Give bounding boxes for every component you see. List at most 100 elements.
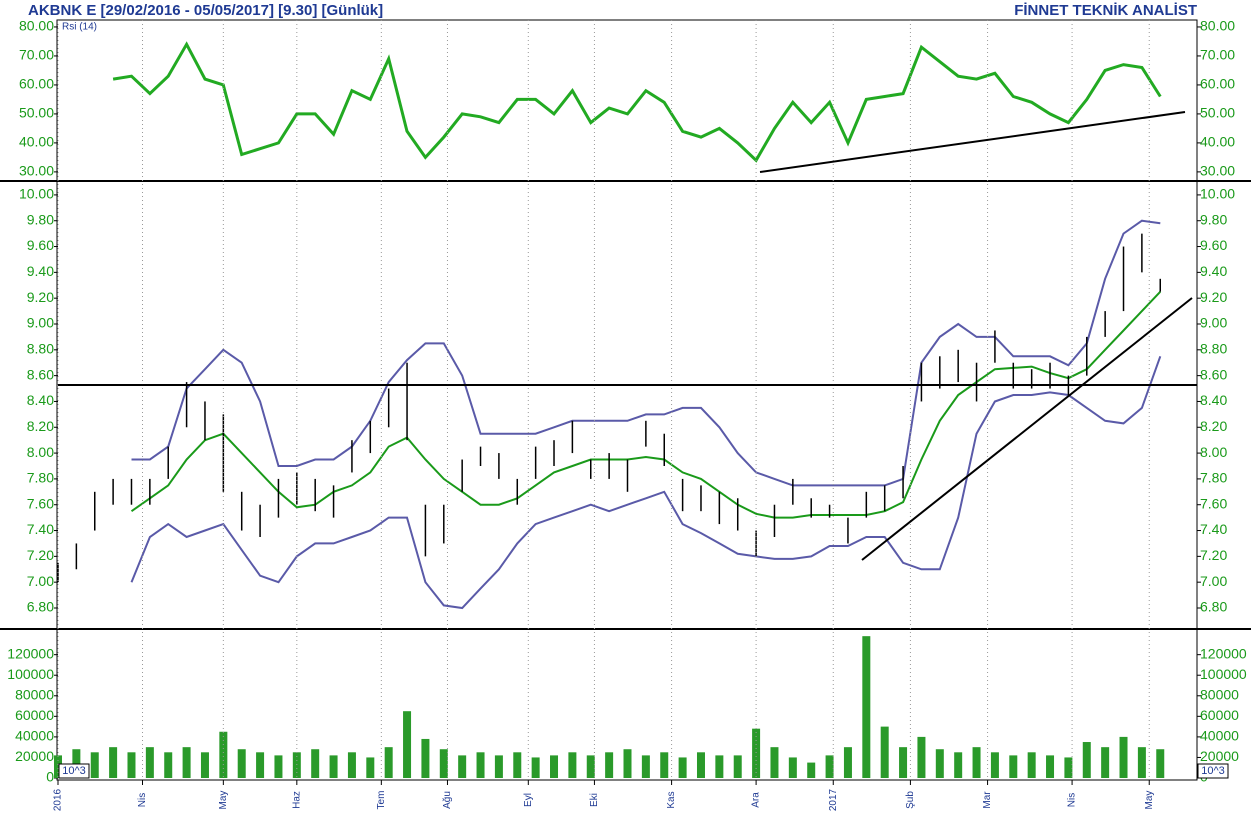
volume-bar bbox=[531, 757, 540, 778]
y-tick-label: 30.00 bbox=[19, 163, 54, 179]
unit-label: 10^3 bbox=[62, 765, 86, 777]
y-tick-label: 8.00 bbox=[1200, 444, 1227, 460]
volume-bar bbox=[1137, 747, 1146, 778]
x-tick-label: Nis bbox=[1067, 793, 1078, 807]
volume-bar bbox=[256, 752, 265, 778]
volume-bar bbox=[1064, 757, 1073, 778]
volume-bar bbox=[899, 747, 908, 778]
volume-bar bbox=[145, 747, 154, 778]
y-tick-label: 9.80 bbox=[27, 211, 54, 227]
x-tick-label: Tem bbox=[376, 791, 387, 810]
y-tick-label: 9.00 bbox=[1200, 315, 1227, 331]
x-tick-label: Eyl bbox=[523, 793, 534, 807]
y-tick-label: 10.00 bbox=[1200, 186, 1235, 202]
y-tick-label: 120000 bbox=[7, 645, 54, 661]
y-tick-label: 50.00 bbox=[19, 105, 54, 121]
volume-bar bbox=[788, 757, 797, 778]
y-tick-label: 8.60 bbox=[27, 366, 54, 382]
volume-bar bbox=[54, 755, 62, 778]
y-tick-label: 8.20 bbox=[1200, 418, 1227, 434]
volume-bar bbox=[366, 757, 375, 778]
bollinger-middle bbox=[130, 291, 1162, 519]
y-tick-label: 20000 bbox=[1200, 748, 1239, 764]
volume-bar bbox=[586, 755, 595, 778]
rsi-label: Rsi (14) bbox=[62, 22, 97, 33]
y-tick-label: 80000 bbox=[1200, 686, 1239, 702]
y-tick-label: 80.00 bbox=[1200, 18, 1235, 34]
volume-bar bbox=[1156, 749, 1165, 778]
volume-bar bbox=[623, 749, 632, 778]
y-tick-label: 6.80 bbox=[27, 599, 54, 615]
y-tick-label: 100000 bbox=[7, 666, 54, 682]
y-tick-label: 7.20 bbox=[27, 547, 54, 563]
volume-bar bbox=[274, 755, 283, 778]
y-tick-label: 100000 bbox=[1200, 666, 1247, 682]
x-tick-label: Haz bbox=[291, 791, 302, 809]
volume-bar bbox=[550, 755, 559, 778]
y-tick-label: 60.00 bbox=[1200, 76, 1235, 92]
y-tick-label: 60000 bbox=[15, 707, 54, 723]
volume-bar bbox=[972, 747, 981, 778]
y-tick-label: 8.20 bbox=[27, 418, 54, 434]
x-tick-label: Kas bbox=[666, 791, 677, 808]
volume-bar bbox=[421, 738, 430, 778]
volume-bar bbox=[825, 755, 834, 778]
volume-bar bbox=[935, 749, 944, 778]
y-tick-label: 60.00 bbox=[19, 76, 54, 92]
y-tick-label: 60000 bbox=[1200, 707, 1239, 723]
x-tick-label: Eki bbox=[589, 793, 600, 807]
volume-bar bbox=[696, 752, 705, 778]
volume-bar bbox=[219, 731, 228, 778]
volume-bar bbox=[311, 749, 320, 778]
y-tick-label: 10.00 bbox=[19, 186, 54, 202]
y-tick-label: 9.80 bbox=[1200, 211, 1227, 227]
volume-bar bbox=[807, 762, 816, 778]
y-tick-label: 120000 bbox=[1200, 645, 1247, 661]
x-tick-label: Ağu bbox=[442, 791, 453, 809]
volume-bar bbox=[770, 747, 779, 778]
trend-line bbox=[759, 111, 1186, 173]
y-tick-label: 80000 bbox=[15, 686, 54, 702]
y-tick-label: 9.60 bbox=[1200, 237, 1227, 253]
y-tick-label: 8.80 bbox=[1200, 341, 1227, 357]
y-tick-label: 50.00 bbox=[1200, 105, 1235, 121]
volume-bar bbox=[1082, 742, 1091, 778]
y-tick-label: 80.00 bbox=[19, 18, 54, 34]
y-tick-label: 7.60 bbox=[1200, 495, 1227, 511]
bollinger-lower bbox=[130, 355, 1162, 610]
volume-bar bbox=[1101, 747, 1110, 778]
y-tick-label: 7.20 bbox=[1200, 547, 1227, 563]
volume-bar bbox=[347, 752, 356, 778]
y-tick-label: 8.00 bbox=[27, 444, 54, 460]
y-tick-label: 7.40 bbox=[27, 521, 54, 537]
volume-bar bbox=[458, 755, 467, 778]
unit-box bbox=[1197, 763, 1229, 779]
volume-bar bbox=[384, 747, 393, 778]
y-tick-label: 8.80 bbox=[27, 341, 54, 357]
x-tick-label: Mar bbox=[982, 791, 993, 809]
volume-bar bbox=[954, 752, 963, 778]
volume-bar bbox=[1119, 736, 1128, 778]
y-tick-label: 9.40 bbox=[1200, 263, 1227, 279]
y-tick-label: 70.00 bbox=[1200, 47, 1235, 63]
x-tick-label: Ara bbox=[751, 792, 762, 808]
y-tick-label: 9.00 bbox=[27, 315, 54, 331]
volume-bar bbox=[164, 752, 173, 778]
y-tick-label: 40.00 bbox=[1200, 134, 1235, 150]
y-tick-label: 70.00 bbox=[19, 47, 54, 63]
volume-bar bbox=[476, 752, 485, 778]
volume-bar bbox=[1046, 755, 1055, 778]
x-tick-label: Nis bbox=[137, 793, 148, 807]
y-tick-label: 9.40 bbox=[27, 263, 54, 279]
volume-bar bbox=[990, 752, 999, 778]
y-tick-label: 9.60 bbox=[27, 237, 54, 253]
volume-bar bbox=[715, 755, 724, 778]
volume-bar bbox=[917, 736, 926, 778]
volume-bar bbox=[494, 755, 503, 778]
y-tick-label: 40000 bbox=[15, 728, 54, 744]
rsi-line bbox=[112, 41, 1162, 163]
volume-bar bbox=[641, 755, 650, 778]
y-tick-label: 20000 bbox=[15, 748, 54, 764]
volume-bar bbox=[292, 752, 301, 778]
